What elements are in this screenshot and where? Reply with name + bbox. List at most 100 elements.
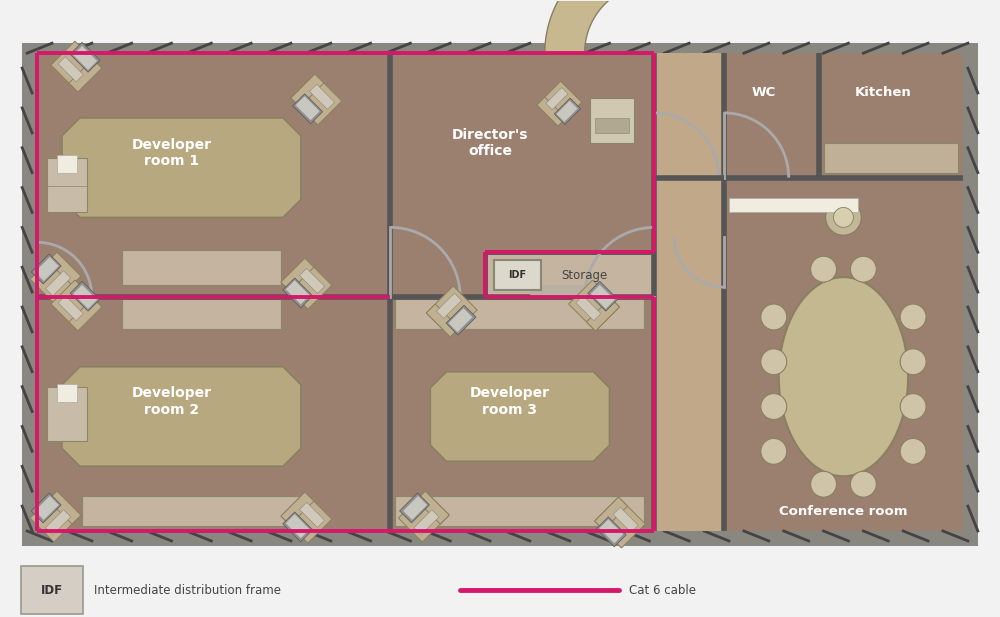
Bar [309,84,335,109]
Bar [300,502,325,528]
Bar [599,520,623,543]
Bar [286,280,310,304]
Circle shape [811,471,836,497]
Bar [485,252,654,297]
Bar [596,517,626,547]
Bar [35,496,59,520]
Bar [590,98,634,143]
Bar [613,507,638,532]
Polygon shape [62,118,301,217]
Bar [436,293,462,318]
Bar [70,281,100,311]
Bar [448,308,472,332]
Circle shape [900,349,926,375]
Bar [416,491,449,524]
Circle shape [826,199,861,235]
Bar [51,280,102,331]
Circle shape [850,471,876,497]
Polygon shape [62,366,301,466]
Circle shape [900,394,926,420]
Bar [30,252,81,303]
Text: WC: WC [752,86,776,99]
Bar [281,492,314,525]
Bar [398,491,449,542]
Circle shape [833,207,853,228]
Bar [58,296,83,321]
Bar [588,281,618,311]
Bar [70,43,100,72]
Bar [47,158,87,212]
Ellipse shape [779,277,908,476]
Bar [654,53,724,531]
Bar [37,53,963,531]
Bar [46,271,71,296]
Bar [281,258,314,291]
Bar [587,298,619,331]
Bar [31,254,61,284]
Text: Director's
office: Director's office [452,128,528,158]
Bar [69,59,102,92]
Bar [556,101,578,122]
Bar [51,41,102,92]
Bar [122,299,281,329]
Bar [296,96,320,120]
Bar [281,492,332,543]
FancyBboxPatch shape [21,566,83,614]
Bar [82,496,301,526]
Text: Conference room: Conference room [779,505,908,518]
Circle shape [850,256,876,282]
Bar [48,491,81,524]
Circle shape [761,439,787,465]
Text: Kitchen: Kitchen [855,86,912,99]
Bar [414,510,439,535]
Bar [46,510,71,535]
Bar [47,387,87,441]
Bar [73,285,97,308]
Bar [283,278,313,308]
Bar [22,43,978,546]
Circle shape [761,349,787,375]
Bar [291,74,324,107]
Bar [595,497,627,530]
Bar [537,97,566,126]
Bar [824,143,958,173]
Bar [595,497,645,548]
Circle shape [761,304,787,330]
Bar [595,118,629,133]
Bar [400,493,430,523]
Bar [281,258,332,309]
Text: Storage: Storage [561,268,608,281]
Bar [57,384,77,402]
Bar [395,299,644,329]
Bar [569,280,619,331]
Bar [286,515,310,538]
Circle shape [761,394,787,420]
FancyBboxPatch shape [494,260,541,290]
Bar [58,57,83,82]
Bar [403,496,427,520]
Bar [729,197,858,212]
Text: Developer
room 2: Developer room 2 [131,386,211,416]
Bar [35,257,59,281]
Bar [57,155,77,173]
Bar [554,98,581,125]
Text: Cat 6 cable: Cat 6 cable [629,584,696,597]
Bar [122,251,281,285]
Bar [426,286,477,337]
Bar [530,285,600,297]
Circle shape [900,439,926,465]
Bar [31,493,61,523]
Bar [537,81,582,126]
Bar [426,304,459,337]
Polygon shape [545,0,654,53]
Bar [446,305,476,335]
Bar [300,268,325,294]
Bar [395,496,644,526]
Bar [73,46,97,70]
Circle shape [811,256,836,282]
Text: IDF: IDF [508,270,526,280]
Bar [293,94,323,123]
Bar [576,296,601,321]
Bar [591,285,615,308]
Text: Developer
room 3: Developer room 3 [470,386,550,416]
